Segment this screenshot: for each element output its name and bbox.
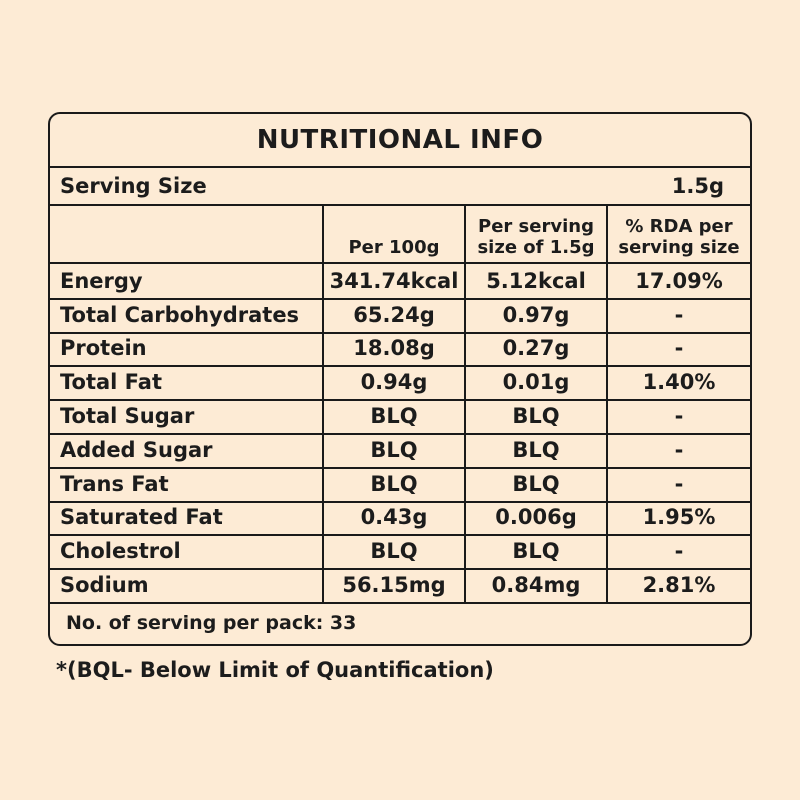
servings-per-pack: No. of serving per pack: 33 [66,612,357,634]
nutrient-name: Total Carbohydrates [60,302,300,327]
value-per-serving: BLQ [512,471,560,496]
value-per-serving: 0.97g [502,302,570,327]
nutrient-name: Saturated Fat [60,505,223,530]
value-per-serving: 5.12kcal [486,268,586,293]
nutrient-name: Sodium [60,573,149,598]
value-per-serving: BLQ [512,404,560,429]
value-per-serving: 0.84mg [491,573,581,598]
row-divider [50,466,750,469]
nutrient-name: Cholestrol [60,539,181,564]
value-per-serving: 0.01g [502,370,570,395]
column-divider [322,204,324,602]
footnote: *(BQL- Below Limit of Quantification) [56,658,494,682]
value-per-100g: BLQ [370,404,418,429]
value-per-100g: BLQ [370,471,418,496]
nutrient-name: Protein [60,336,147,361]
value-per-serving: 0.006g [495,505,577,530]
value-per-100g: 56.15mg [342,573,446,598]
row-divider [50,331,750,334]
value-rda: 1.95% [642,505,716,530]
nutrient-name: Total Sugar [60,404,195,429]
nutrient-name: Added Sugar [60,437,213,462]
divider [50,166,750,168]
value-rda: 17.09% [635,268,723,293]
value-per-100g: 65.24g [353,302,435,327]
value-rda: - [674,336,684,361]
value-per-serving: BLQ [512,437,560,462]
value-per-serving: 0.27g [502,336,570,361]
serving-size-label: Serving Size [60,174,207,198]
row-divider [50,297,750,300]
row-divider [50,568,750,571]
serving-size-value: 1.5g [671,174,724,198]
row-divider [50,399,750,402]
nutrient-name: Trans Fat [60,471,169,496]
divider [50,602,750,604]
value-rda: 1.40% [642,370,716,395]
value-rda: - [674,437,684,462]
value-rda: - [674,404,684,429]
header-per-100g: Per 100g [348,237,440,258]
nutrient-name: Energy [60,268,143,293]
value-per-100g: 0.94g [360,370,428,395]
divider [50,204,750,206]
column-divider [606,204,608,602]
value-per-100g: BLQ [370,539,418,564]
row-divider [50,433,750,435]
divider [50,262,750,264]
column-divider [464,204,466,602]
value-per-100g: 0.43g [360,505,428,530]
row-divider [50,365,750,368]
nutrition-table: NUTRITIONAL INFO Serving Size 1.5g Per 1… [48,112,752,646]
row-divider [50,534,750,537]
value-per-serving: BLQ [512,539,560,564]
nutrient-name: Total Fat [60,370,163,395]
value-rda: 2.81% [642,573,716,598]
value-rda: - [674,302,684,327]
header-rda: % RDA per serving size [618,216,740,258]
header-per-serving: Per serving size of 1.5g [477,216,595,258]
value-rda: - [674,471,684,496]
value-per-100g: 341.74kcal [329,268,459,293]
table-title: NUTRITIONAL INFO [256,125,544,155]
row-divider [50,500,750,503]
value-per-100g: BLQ [370,437,418,462]
value-per-100g: 18.08g [353,336,435,361]
value-rda: - [674,539,684,564]
